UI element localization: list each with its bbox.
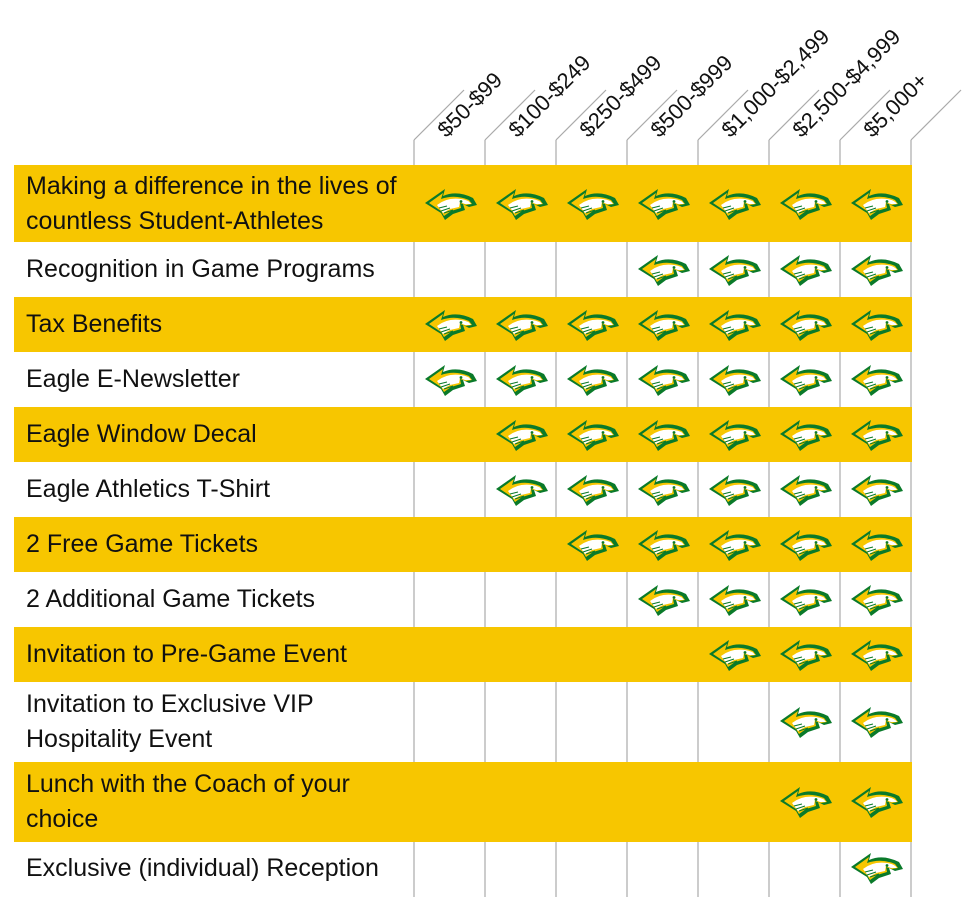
eagle-logo-icon xyxy=(840,572,911,627)
eagle-logo-icon xyxy=(840,682,911,762)
eagle-logo-icon xyxy=(769,762,840,842)
eagle-logo-icon xyxy=(698,627,769,682)
eagle-logo-icon xyxy=(769,407,840,462)
header-divider xyxy=(626,89,678,141)
eagle-logo-icon xyxy=(627,352,698,407)
header-divider xyxy=(839,89,891,141)
eagle-logo-icon xyxy=(840,352,911,407)
eagle-logo-icon xyxy=(698,407,769,462)
eagle-logo-icon xyxy=(840,462,911,517)
eagle-logo-icon xyxy=(698,572,769,627)
header-divider xyxy=(910,89,962,141)
benefit-label: 2 Additional Game Tickets xyxy=(26,585,316,613)
benefit-label: Invitation to Pre-Game Event xyxy=(26,640,347,668)
eagle-logo-icon xyxy=(840,165,911,242)
eagle-logo-icon xyxy=(769,627,840,682)
eagle-logo-icon xyxy=(556,352,627,407)
benefit-row xyxy=(14,627,912,682)
header-divider xyxy=(555,89,607,141)
eagle-logo-icon xyxy=(769,572,840,627)
eagle-logo-icon xyxy=(485,297,556,352)
eagle-logo-icon xyxy=(840,242,911,297)
header-divider xyxy=(484,89,536,141)
eagle-logo-icon xyxy=(769,517,840,572)
eagle-logo-icon xyxy=(627,517,698,572)
eagle-logo-icon xyxy=(769,462,840,517)
eagle-logo-icon xyxy=(769,297,840,352)
benefit-row xyxy=(14,407,912,462)
eagle-logo-icon xyxy=(627,462,698,517)
eagle-logo-icon xyxy=(769,242,840,297)
eagle-logo-icon xyxy=(698,165,769,242)
eagle-logo-icon xyxy=(414,165,485,242)
eagle-logo-icon xyxy=(485,165,556,242)
header-divider xyxy=(697,89,749,141)
benefit-label: Making a difference in the lives of coun… xyxy=(26,171,397,235)
eagle-logo-icon xyxy=(414,352,485,407)
eagle-logo-icon xyxy=(485,407,556,462)
header-divider xyxy=(413,89,465,141)
eagle-logo-icon xyxy=(414,297,485,352)
benefit-label: Recognition in Game Programs xyxy=(26,255,375,283)
eagle-logo-icon xyxy=(698,462,769,517)
eagle-logo-icon xyxy=(698,517,769,572)
eagle-logo-icon xyxy=(556,462,627,517)
eagle-logo-icon xyxy=(627,572,698,627)
eagle-logo-icon xyxy=(698,352,769,407)
eagle-logo-icon xyxy=(556,165,627,242)
eagle-logo-icon xyxy=(627,242,698,297)
eagle-logo-icon xyxy=(698,297,769,352)
header-divider xyxy=(768,89,820,141)
eagle-logo-icon xyxy=(485,352,556,407)
eagle-logo-icon xyxy=(840,842,911,894)
eagle-logo-icon xyxy=(840,407,911,462)
eagle-logo-icon xyxy=(769,352,840,407)
eagle-logo-icon xyxy=(769,165,840,242)
benefit-label: 2 Free Game Tickets xyxy=(26,530,259,558)
eagle-logo-icon xyxy=(840,517,911,572)
benefit-label: Eagle E-Newsletter xyxy=(26,365,240,393)
eagle-logo-icon xyxy=(556,297,627,352)
eagle-logo-icon xyxy=(627,165,698,242)
benefit-row xyxy=(14,762,912,842)
benefit-label: Invitation to Exclusive VIP Hospitality … xyxy=(26,690,314,753)
eagle-logo-icon xyxy=(556,517,627,572)
eagle-logo-icon xyxy=(840,762,911,842)
eagle-logo-icon xyxy=(556,407,627,462)
benefit-label: Tax Benefits xyxy=(26,310,163,338)
eagle-logo-icon xyxy=(840,627,911,682)
eagle-logo-icon xyxy=(769,682,840,762)
benefit-label: Eagle Athletics T-Shirt xyxy=(26,475,271,503)
benefit-label: Exclusive (individual) Reception xyxy=(26,853,379,882)
eagle-logo-icon xyxy=(485,462,556,517)
benefit-row xyxy=(14,517,912,572)
eagle-logo-icon xyxy=(840,297,911,352)
eagle-logo-icon xyxy=(627,297,698,352)
eagle-logo-icon xyxy=(698,242,769,297)
benefit-label: Lunch with the Coach of your choice xyxy=(26,770,350,833)
eagle-logo-icon xyxy=(627,407,698,462)
benefit-label: Eagle Window Decal xyxy=(26,420,257,448)
